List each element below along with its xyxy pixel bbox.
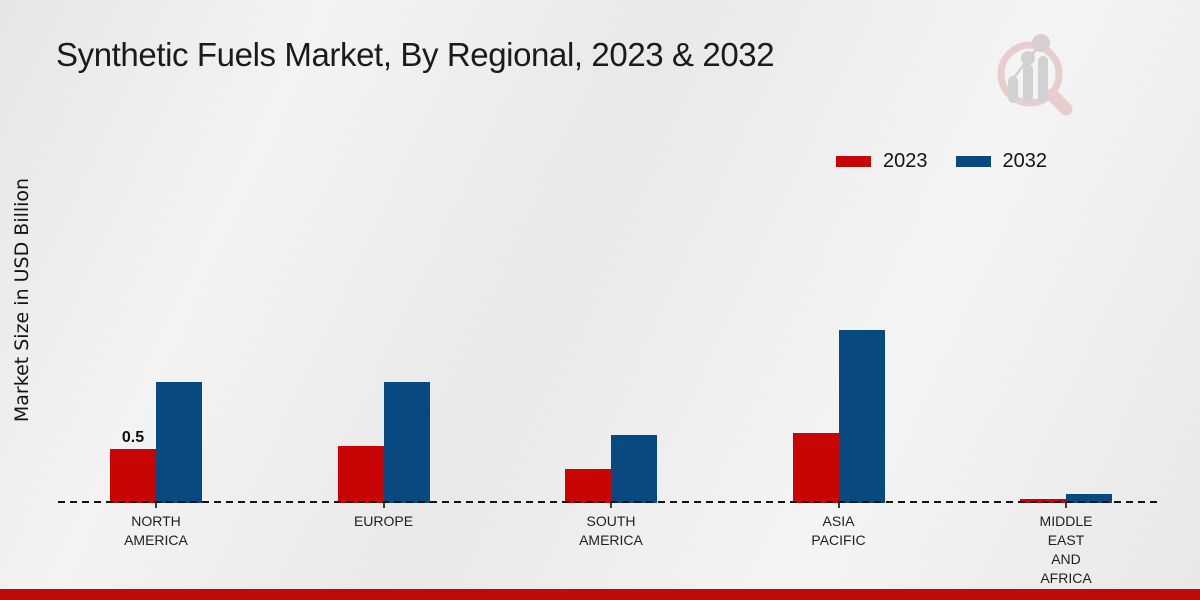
footer-strip [0,589,1200,600]
x-axis-tick-europe [382,503,385,508]
bar-2032-asia-pacific [838,330,885,503]
legend-label: 2023 [883,150,928,172]
legend: 2023 2032 [836,151,1047,171]
bar-2032-middle-east-and-africa [1066,494,1112,503]
bar-value-label: 0.5 [121,428,145,446]
legend-swatch-2032 [955,155,991,167]
bar-chart-magnifier-logo [997,34,1073,116]
legend-item-2032: 2032 [955,150,1048,172]
category-label-asia-pacific: ASIA PACIFIC [811,513,866,548]
x-axis-baseline [58,501,1158,503]
x-axis-tick-asia-pacific [837,503,840,508]
bar-2023-north-america [110,449,156,503]
legend-label: 2032 [1002,150,1048,172]
category-label-north-america: NORTH AMERICA [124,513,188,548]
x-axis-tick-south-america [610,503,612,508]
bar-2032-north-america [156,382,202,503]
category-label-middle-east-and-africa: MIDDLE EAST AND AFRICA [1039,513,1093,586]
category-label-europe: EUROPE [353,513,414,529]
bar-2023-europe [337,446,384,503]
bar-2032-europe [383,382,430,503]
category-label-south-america: SOUTH AMERICA [579,513,643,548]
bar-2032-south-america [611,435,657,503]
legend-swatch-2023 [836,155,871,167]
x-axis-tick-middle-east-and-africa [1065,503,1067,508]
bar-2023-south-america [565,469,611,503]
chart-title: Synthetic Fuels Market, By Regional, 202… [56,36,775,73]
x-axis-tick-north-america [155,503,157,508]
legend-item-2023: 2023 [836,151,928,171]
bar-2023-asia-pacific [792,433,839,503]
